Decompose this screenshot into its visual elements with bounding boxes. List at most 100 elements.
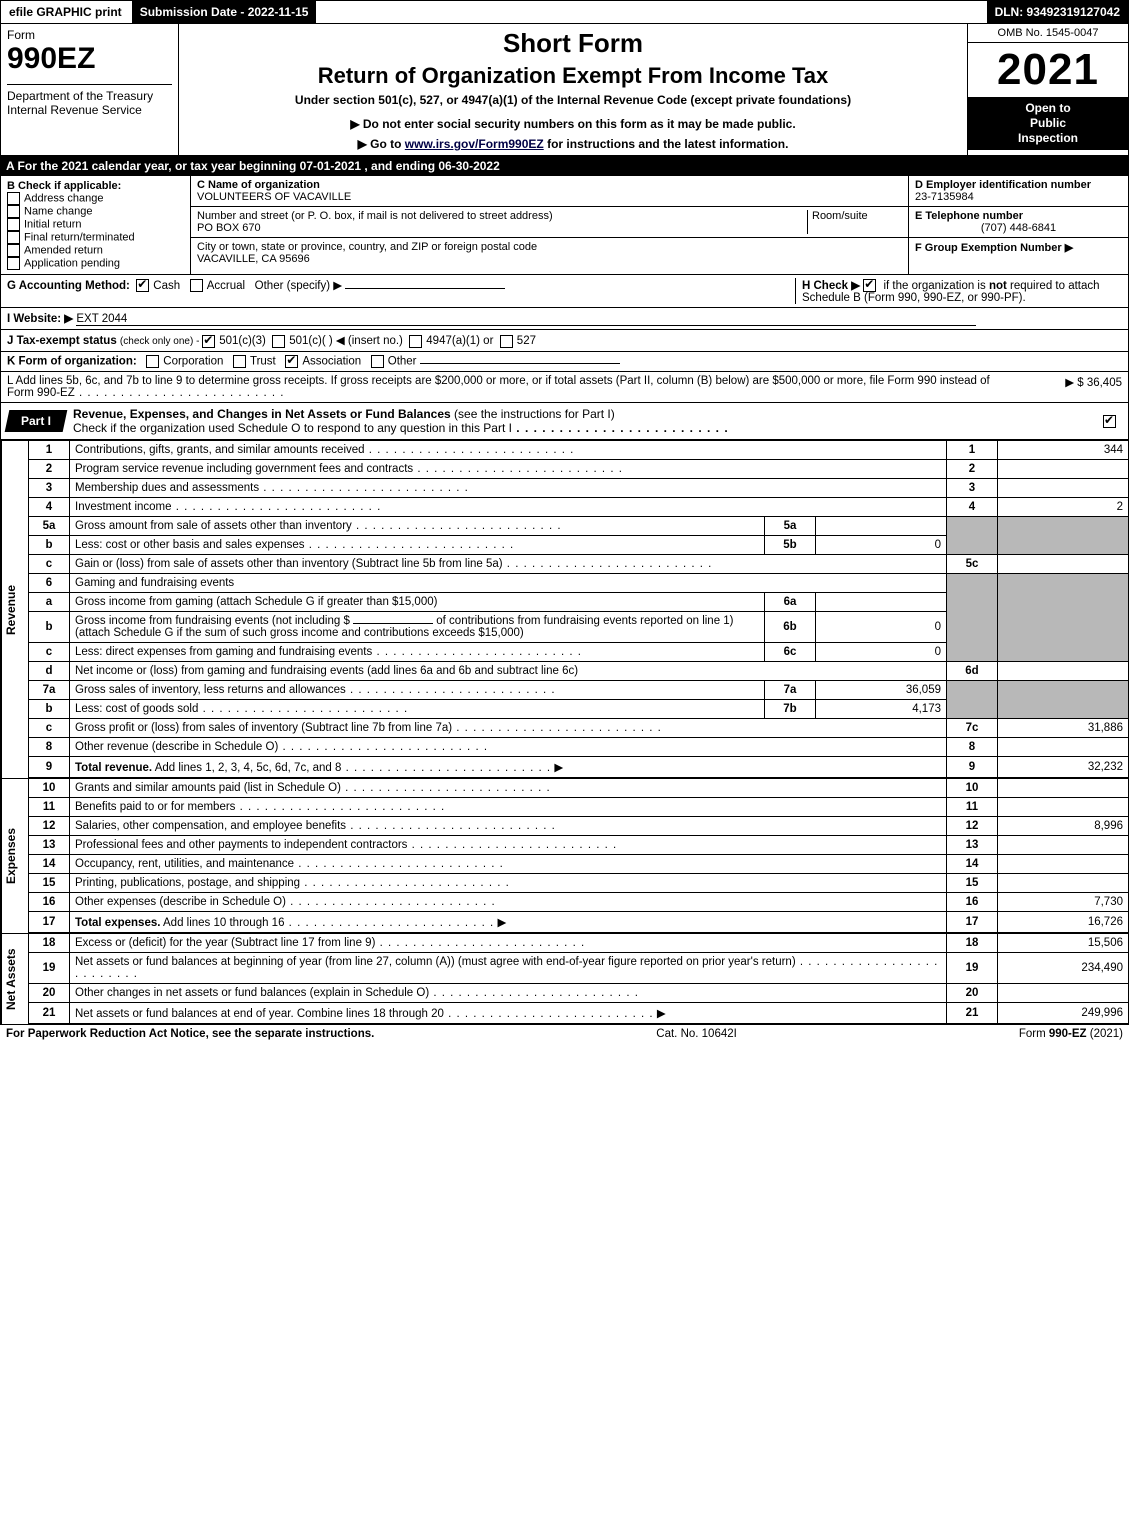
c-city-label: City or town, state or province, country… [197,241,537,253]
part1-tag: Part I [5,410,68,432]
privacy-note: Do not enter social security numbers on … [185,117,961,131]
expenses-table: 10Grants and similar amounts paid (list … [28,778,1129,933]
revenue-table: 1Contributions, gifts, grants, and simil… [28,440,1129,778]
chk-h[interactable] [863,279,876,292]
chk-501c3[interactable] [202,335,215,348]
k-other: Other [388,355,417,367]
tax-year: 2021 [968,43,1128,97]
return-title: Return of Organization Exempt From Incom… [185,63,961,89]
k-assoc: Association [302,355,361,367]
footer-mid: Cat. No. 10642I [656,1028,737,1040]
c-name-label: C Name of organization [197,179,902,191]
chk-trust[interactable] [233,355,246,368]
org-name: VOLUNTEERS OF VACAVILLE [197,191,902,203]
chk-cash[interactable] [136,279,149,292]
footer-right: Form 990-EZ (2021) [1019,1028,1123,1040]
irs-link[interactable]: www.irs.gov/Form990EZ [405,137,544,151]
expenses-section: Expenses 10Grants and similar amounts pa… [0,778,1129,933]
chk-name-change[interactable] [7,205,20,218]
line-5a: 5aGross amount from sale of assets other… [29,516,1129,535]
chk-application-pending[interactable] [7,257,20,270]
part1-paren: (see the instructions for Part I) [454,407,615,421]
block-def: D Employer identification number 23-7135… [908,176,1128,274]
line-6: 6Gaming and fundraising events [29,573,1129,592]
ein-value: 23-7135984 [915,191,1122,203]
chk-final-return[interactable] [7,231,20,244]
h-not: not [989,280,1007,292]
h-pre: H Check ▶ [802,280,863,292]
header-right: OMB No. 1545-0047 2021 Open to Public In… [967,24,1128,155]
line-18: 18Excess or (deficit) for the year (Subt… [29,933,1129,952]
j-opt1: 501(c)(3) [219,335,266,347]
line-13: 13Professional fees and other payments t… [29,835,1129,854]
j-sub: (check only one) - [120,336,202,347]
goto-pre: Go to [370,137,405,151]
netassets-sidebar: Net Assets [1,933,28,1024]
dept-irs: Internal Revenue Service [7,103,172,117]
f-label: F Group Exemption Number ▶ [915,241,1122,254]
chk-corp[interactable] [146,355,159,368]
line-7a: 7aGross sales of inventory, less returns… [29,680,1129,699]
chk-address-change[interactable] [7,192,20,205]
l-text: L Add lines 5b, 6c, and 7b to line 9 to … [7,375,1002,399]
line-h: H Check ▶ if the organization is not req… [795,278,1122,304]
row-g-h: G Accounting Method: Cash Accrual Other … [0,275,1129,308]
inspection-l1: Open to [974,101,1122,116]
form-header: Form 990EZ Department of the Treasury In… [0,24,1129,156]
header-mid: Short Form Return of Organization Exempt… [179,24,967,155]
footer-left: For Paperwork Reduction Act Notice, see … [6,1028,374,1040]
line-14: 14Occupancy, rent, utilities, and mainte… [29,854,1129,873]
short-form-title: Short Form [185,28,961,59]
chk-527[interactable] [500,335,513,348]
line-1: 1Contributions, gifts, grants, and simil… [29,440,1129,459]
form-word: Form [7,28,172,42]
page-footer: For Paperwork Reduction Act Notice, see … [0,1024,1129,1043]
line-9: 9Total revenue. Total revenue. Add lines… [29,756,1129,777]
top-bar: efile GRAPHIC print Submission Date - 20… [0,0,1129,24]
dept-treasury: Department of the Treasury [7,89,172,103]
goto-note: ▶ Go to www.irs.gov/Form990EZ for instru… [185,137,961,151]
website-value: EXT 2044 [76,313,127,325]
chk-4947[interactable] [409,335,422,348]
chk-other-org[interactable] [371,355,384,368]
h-mid: if the organization is [880,280,989,292]
g-accrual: Accrual [207,280,245,292]
k-trust: Trust [250,355,276,367]
chk-501c[interactable] [272,335,285,348]
lbl-final-return: Final return/terminated [24,231,135,243]
line-7c: cGross profit or (loss) from sales of in… [29,718,1129,737]
lbl-address-change: Address change [24,192,104,204]
inspection-box: Open to Public Inspection [968,97,1128,150]
line-15: 15Printing, publications, postage, and s… [29,873,1129,892]
topbar-spacer [318,1,986,23]
chk-assoc[interactable] [285,355,298,368]
d-label: D Employer identification number [915,179,1122,191]
j-opt3: 4947(a)(1) or [426,335,493,347]
part1-check-note: Check if the organization used Schedule … [73,421,512,435]
line-5c: cGain or (loss) from sale of assets othe… [29,554,1129,573]
line-6d: dNet income or (loss) from gaming and fu… [29,661,1129,680]
i-label: I Website: ▶ [7,313,73,325]
j-label: J Tax-exempt status [7,335,117,347]
lbl-amended-return: Amended return [24,244,103,256]
revenue-section: Revenue 1Contributions, gifts, grants, a… [0,440,1129,778]
lbl-initial-return: Initial return [24,218,81,230]
line-k: K Form of organization: Corporation Trus… [0,352,1129,372]
j-opt2: 501(c)( ) ◀ (insert no.) [289,335,403,347]
block-b-title: B Check if applicable: [7,180,184,192]
line-10: 10Grants and similar amounts paid (list … [29,778,1129,797]
l-value: ▶ $ 36,405 [1002,375,1122,399]
org-city: VACAVILLE, CA 95696 [197,253,310,265]
line-16: 16Other expenses (describe in Schedule O… [29,892,1129,911]
chk-amended-return[interactable] [7,244,20,257]
k-corp: Corporation [163,355,223,367]
line-12: 12Salaries, other compensation, and empl… [29,816,1129,835]
line-4: 4Investment income42 [29,497,1129,516]
line-17: 17Total expenses. Add lines 10 through 1… [29,911,1129,932]
g-label: G Accounting Method: [7,280,130,292]
inspection-l3: Inspection [974,131,1122,146]
chk-part1-scho[interactable] [1103,415,1116,428]
line-3: 3Membership dues and assessments3 [29,478,1129,497]
chk-accrual[interactable] [190,279,203,292]
chk-initial-return[interactable] [7,218,20,231]
